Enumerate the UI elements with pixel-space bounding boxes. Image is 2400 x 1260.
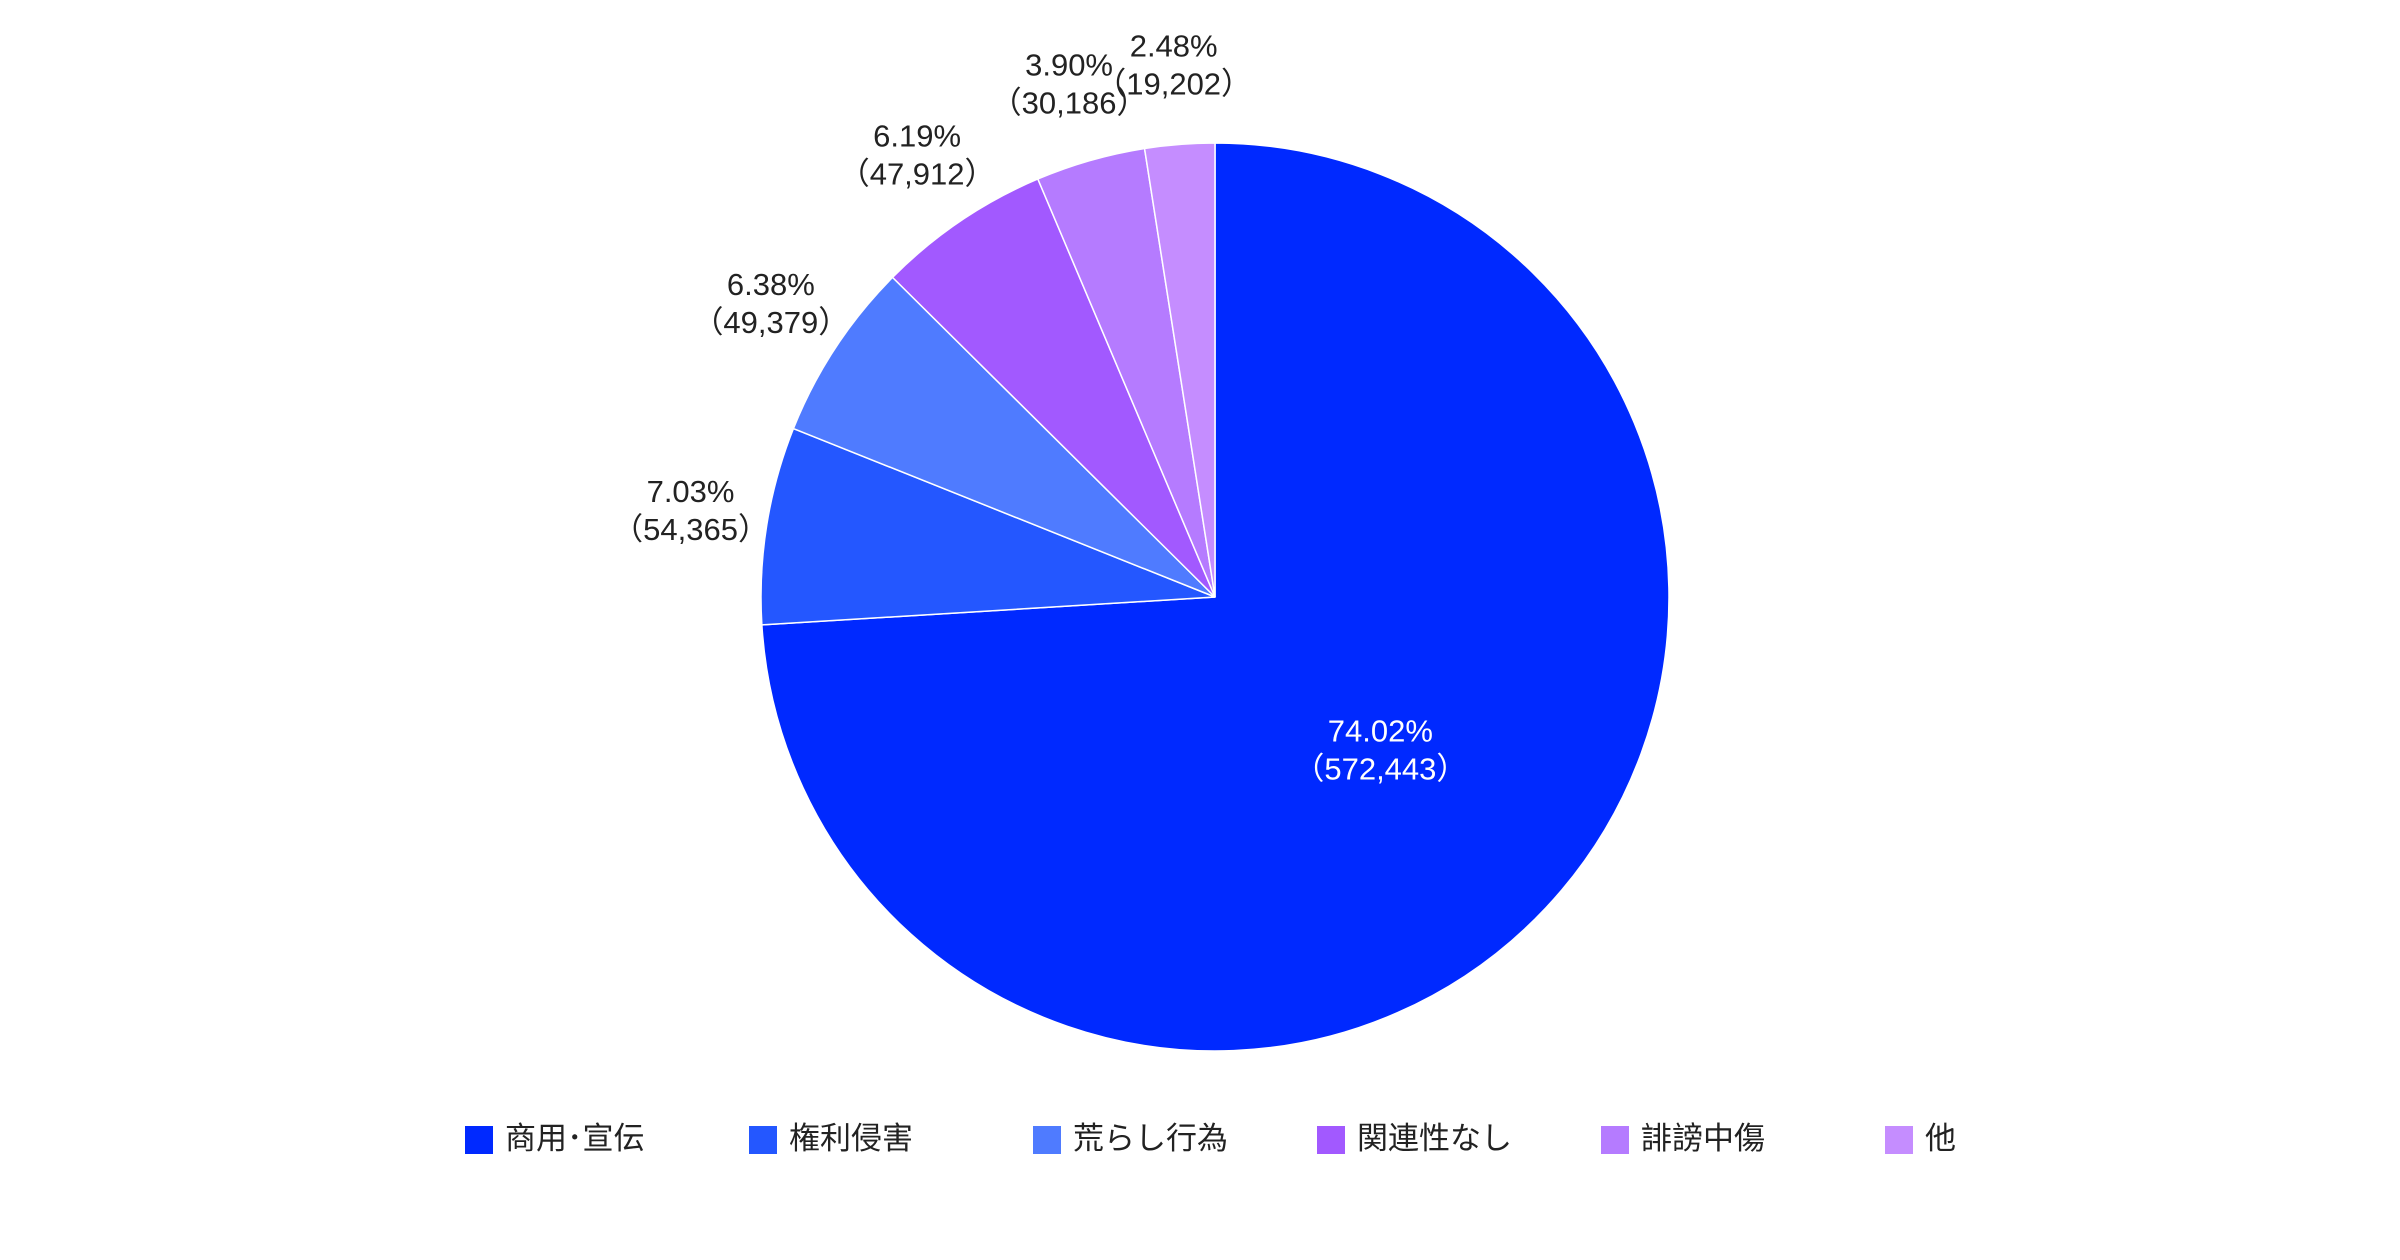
legend-swatch <box>1317 1126 1345 1154</box>
legend-label: 商用･宣伝 <box>505 1121 645 1156</box>
legend-swatch <box>465 1126 493 1154</box>
data-label-count: （49,379） <box>692 305 849 340</box>
pie-slice <box>1143 142 1216 598</box>
legend-swatch <box>1885 1126 1913 1154</box>
data-label: 6.19% <box>873 118 961 153</box>
data-label-count: （19,202） <box>1095 67 1252 102</box>
legend-label: 誹謗中傷 <box>1641 1121 1765 1156</box>
data-label-count: （47,912） <box>839 156 996 191</box>
data-label: 74.02% <box>1328 714 1433 749</box>
legend-label: 権利侵害 <box>789 1121 913 1156</box>
legend-label: 荒らし行為 <box>1073 1121 1228 1156</box>
legend-swatch <box>1601 1126 1629 1154</box>
legend-label: 他 <box>1925 1121 1956 1156</box>
data-label-count: （54,365） <box>612 512 769 547</box>
data-label: 7.03% <box>647 474 735 509</box>
pie-slice <box>792 276 1216 598</box>
data-label-count: （30,186） <box>991 85 1148 120</box>
legend-label: 関連性なし <box>1357 1121 1512 1156</box>
data-label: 6.38% <box>727 267 815 302</box>
data-label: 3.90% <box>1025 47 1113 82</box>
legend-swatch <box>1033 1126 1061 1154</box>
data-label: 2.48% <box>1130 29 1218 64</box>
legend-swatch <box>749 1126 777 1154</box>
pie-slice <box>891 178 1216 598</box>
pie-slice <box>760 427 1216 626</box>
data-label-count: （572,443） <box>1293 752 1467 787</box>
